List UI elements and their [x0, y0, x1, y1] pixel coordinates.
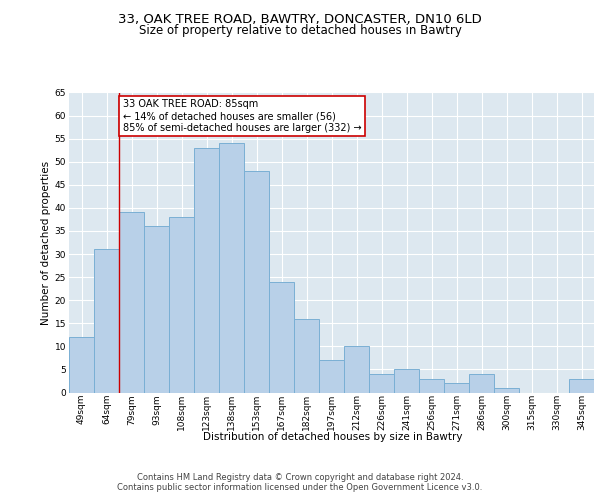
Bar	[444, 384, 469, 392]
Bar	[494, 388, 519, 392]
Bar	[369, 374, 394, 392]
Text: 33 OAK TREE ROAD: 85sqm
← 14% of detached houses are smaller (56)
85% of semi-de: 33 OAK TREE ROAD: 85sqm ← 14% of detache…	[123, 100, 361, 132]
Bar	[469, 374, 494, 392]
Bar	[569, 378, 594, 392]
Bar	[94, 250, 119, 392]
Bar	[419, 378, 444, 392]
Bar	[394, 370, 419, 392]
Bar	[219, 144, 244, 392]
Bar	[244, 171, 269, 392]
Bar	[69, 337, 94, 392]
Text: Distribution of detached houses by size in Bawtry: Distribution of detached houses by size …	[203, 432, 463, 442]
Bar	[194, 148, 219, 392]
Text: Contains HM Land Registry data © Crown copyright and database right 2024.: Contains HM Land Registry data © Crown c…	[137, 472, 463, 482]
Bar	[169, 217, 194, 392]
Y-axis label: Number of detached properties: Number of detached properties	[41, 160, 50, 324]
Bar	[119, 212, 144, 392]
Bar	[269, 282, 294, 393]
Bar	[144, 226, 169, 392]
Bar	[319, 360, 344, 392]
Text: Contains public sector information licensed under the Open Government Licence v3: Contains public sector information licen…	[118, 484, 482, 492]
Bar	[344, 346, 369, 393]
Text: Size of property relative to detached houses in Bawtry: Size of property relative to detached ho…	[139, 24, 461, 37]
Bar	[294, 318, 319, 392]
Text: 33, OAK TREE ROAD, BAWTRY, DONCASTER, DN10 6LD: 33, OAK TREE ROAD, BAWTRY, DONCASTER, DN…	[118, 12, 482, 26]
